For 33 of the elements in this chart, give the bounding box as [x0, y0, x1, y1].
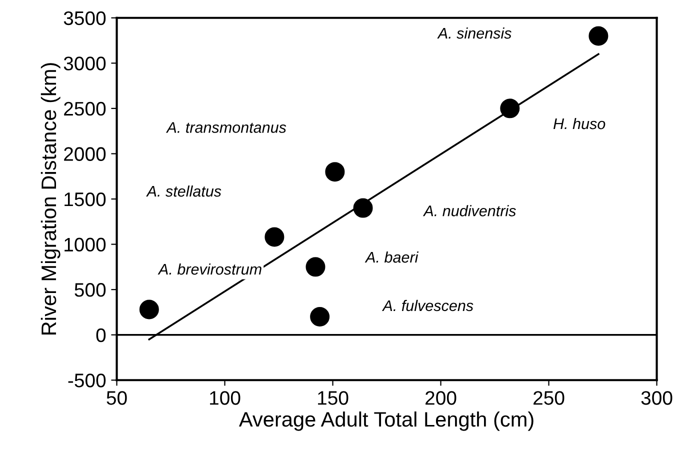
annotation: A. transmontanus: [166, 122, 286, 133]
annotation: A. brevirostrum: [158, 263, 262, 275]
y-tick-label: 2000: [64, 147, 106, 161]
y-tick-label: 2500: [64, 102, 106, 116]
y-tick-label: 1000: [64, 238, 106, 252]
point: [139, 300, 159, 320]
point: [353, 198, 373, 218]
y-tick-label: 3500: [64, 11, 106, 26]
annotation: A. nudiventris: [422, 205, 516, 216]
x-tick-label: 200: [426, 391, 456, 405]
y-tick-label: 3000: [64, 56, 106, 70]
y-tick-label: -500: [68, 374, 106, 388]
y-tick-label: 1500: [64, 192, 106, 206]
annotation: A. baeri: [364, 251, 419, 263]
annotation: A. fulvescens: [382, 300, 474, 312]
x-tick-label: 300: [641, 391, 672, 405]
x-tick-label: 100: [210, 391, 240, 405]
x-tick-label: 250: [534, 391, 564, 405]
x-tick-label: 50: [106, 391, 127, 405]
annotation: H. huso: [553, 118, 606, 130]
y-tick-label: 0: [96, 328, 106, 342]
x-axis-title: Average Adult Total Length (cm): [238, 411, 534, 431]
point: [325, 162, 345, 182]
point: [500, 98, 520, 118]
point: [306, 257, 326, 277]
y-axis-title: River Migration Distance (km): [40, 63, 60, 334]
annotation: A. stellatus: [146, 185, 222, 197]
point: [264, 227, 284, 247]
annotation: A. sinensis: [437, 27, 512, 39]
point: [310, 306, 330, 326]
point: [588, 26, 608, 46]
y-tick-label: 500: [74, 283, 106, 297]
x-tick-label: 150: [318, 391, 348, 405]
